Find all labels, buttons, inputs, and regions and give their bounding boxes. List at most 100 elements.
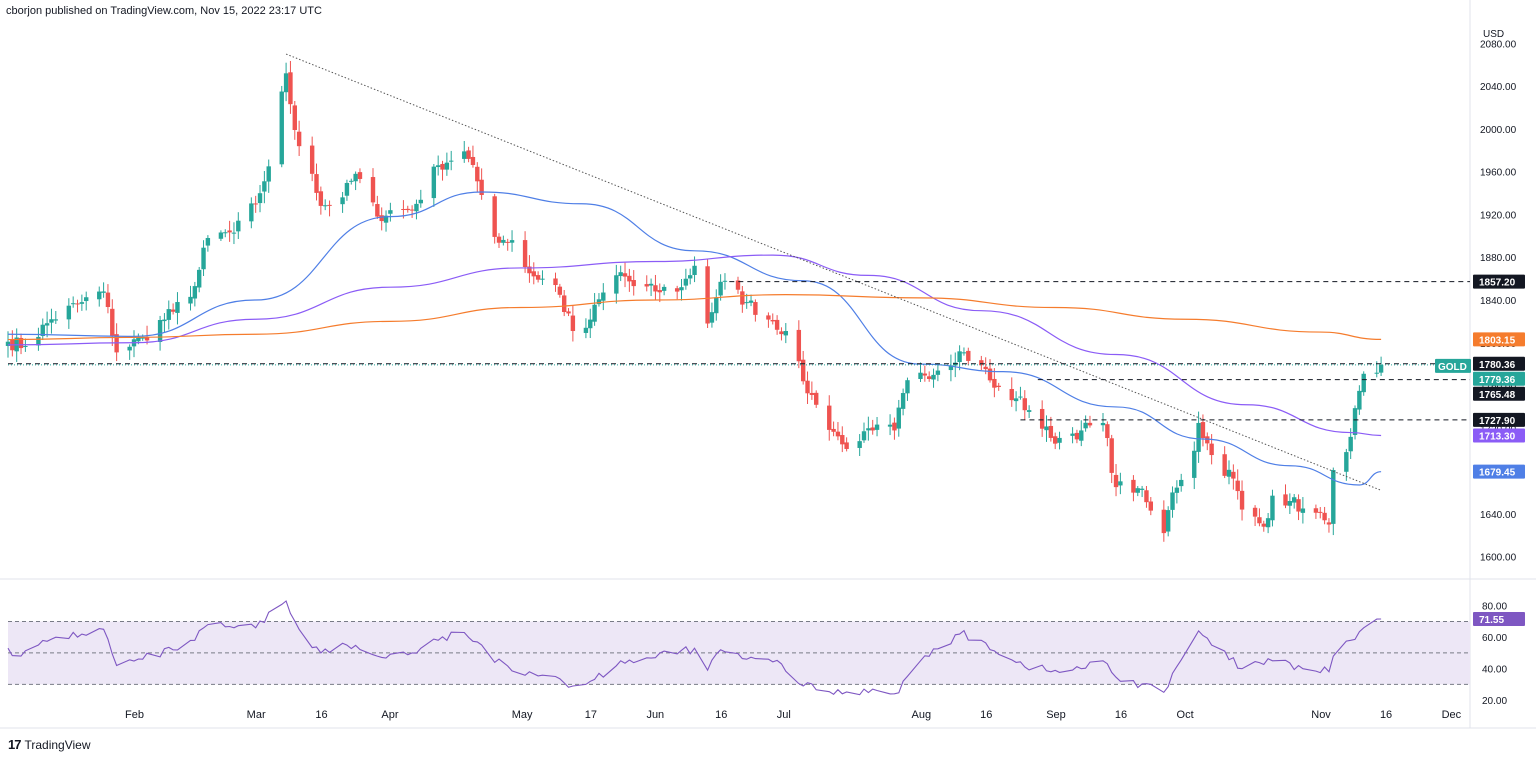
candle xyxy=(1326,518,1332,533)
candle xyxy=(162,313,167,333)
candle-body xyxy=(614,275,619,294)
candle-body xyxy=(1352,408,1358,435)
candle-body xyxy=(105,292,111,308)
candle-body xyxy=(1070,433,1075,436)
candle-body xyxy=(766,315,771,320)
candle-body xyxy=(84,297,89,302)
candle xyxy=(1200,414,1206,447)
candle xyxy=(1239,480,1245,521)
level-badge: 1765.48 xyxy=(1473,386,1525,401)
candle xyxy=(857,434,862,457)
candle-body xyxy=(657,290,662,293)
candle-body xyxy=(292,105,297,130)
ma-badge-text: 1679.45 xyxy=(1479,468,1516,479)
candle xyxy=(570,305,576,342)
candle-body xyxy=(588,319,593,329)
candle-body xyxy=(262,181,267,192)
candle-body xyxy=(296,131,302,147)
candle xyxy=(192,281,198,307)
candle xyxy=(449,150,454,171)
level-badge: 1857.20 xyxy=(1473,274,1525,289)
candle xyxy=(283,62,289,102)
candle-body xyxy=(566,311,571,314)
candle xyxy=(440,160,445,181)
candle xyxy=(596,293,602,307)
candle xyxy=(926,371,932,382)
candle-body xyxy=(383,215,389,223)
candle xyxy=(375,195,380,219)
candle xyxy=(323,199,328,211)
candle-body xyxy=(1331,470,1336,524)
candle xyxy=(874,417,880,437)
downtrend-line xyxy=(285,53,1382,491)
candle xyxy=(553,272,558,292)
y-tick-label: 2080.00 xyxy=(1480,39,1517,50)
candle-body xyxy=(779,331,784,335)
rsi-badge: 71.55 xyxy=(1473,612,1525,627)
candle-body xyxy=(857,441,862,448)
candle xyxy=(1079,420,1084,447)
candle-body xyxy=(553,278,558,286)
candle xyxy=(1283,484,1288,509)
candle xyxy=(831,421,836,437)
candle-body xyxy=(844,442,849,449)
candle-body xyxy=(66,305,72,320)
candle-body xyxy=(679,287,684,291)
x-tick-label: 17 xyxy=(585,709,597,721)
candle-body xyxy=(496,236,502,243)
candle-body xyxy=(814,392,819,405)
candle-body xyxy=(705,266,710,324)
candle-body xyxy=(1283,494,1288,506)
candle-body xyxy=(1361,373,1366,393)
last-price-badge-text: 1779.36 xyxy=(1479,375,1516,386)
candle xyxy=(1344,448,1349,481)
candle xyxy=(1352,405,1358,440)
candle-body xyxy=(418,199,423,204)
candle xyxy=(1113,464,1119,497)
candle-body xyxy=(661,286,667,291)
candle-body xyxy=(774,319,780,330)
candle xyxy=(379,207,384,231)
candle xyxy=(353,171,358,191)
candle-body xyxy=(1013,398,1019,402)
candle-body xyxy=(887,424,893,427)
candle xyxy=(709,302,715,328)
candle-body xyxy=(157,320,163,343)
candle-body xyxy=(353,173,358,182)
candle xyxy=(1331,467,1336,536)
candle-body xyxy=(227,230,232,233)
candle xyxy=(618,265,623,282)
candle xyxy=(961,347,967,356)
candle-body xyxy=(166,309,171,320)
candle-body xyxy=(714,297,719,314)
candle-body xyxy=(800,359,806,382)
candle xyxy=(931,368,936,388)
candle xyxy=(705,259,710,329)
candle xyxy=(279,85,284,168)
candle-body xyxy=(874,424,880,430)
candle xyxy=(218,230,224,241)
candle-body xyxy=(718,281,723,296)
candle-body xyxy=(1039,408,1045,429)
candle-body xyxy=(1252,507,1258,517)
candle-body xyxy=(592,304,597,322)
ma-badge: 1803.15 xyxy=(1473,332,1525,347)
candle xyxy=(1100,412,1106,432)
candle-body xyxy=(53,319,58,321)
candle-body xyxy=(414,203,419,212)
candle xyxy=(718,274,723,301)
candle xyxy=(1013,391,1019,412)
candle-body xyxy=(1022,398,1027,411)
candle-body xyxy=(318,191,324,206)
candle-body xyxy=(327,204,332,206)
candle xyxy=(779,327,784,341)
candle-body xyxy=(1105,424,1110,439)
candle xyxy=(900,388,906,416)
candle xyxy=(783,323,788,344)
candle xyxy=(131,330,137,358)
candle xyxy=(314,163,319,201)
candle xyxy=(527,255,532,283)
candle xyxy=(496,233,502,248)
candle-body xyxy=(1257,517,1262,524)
